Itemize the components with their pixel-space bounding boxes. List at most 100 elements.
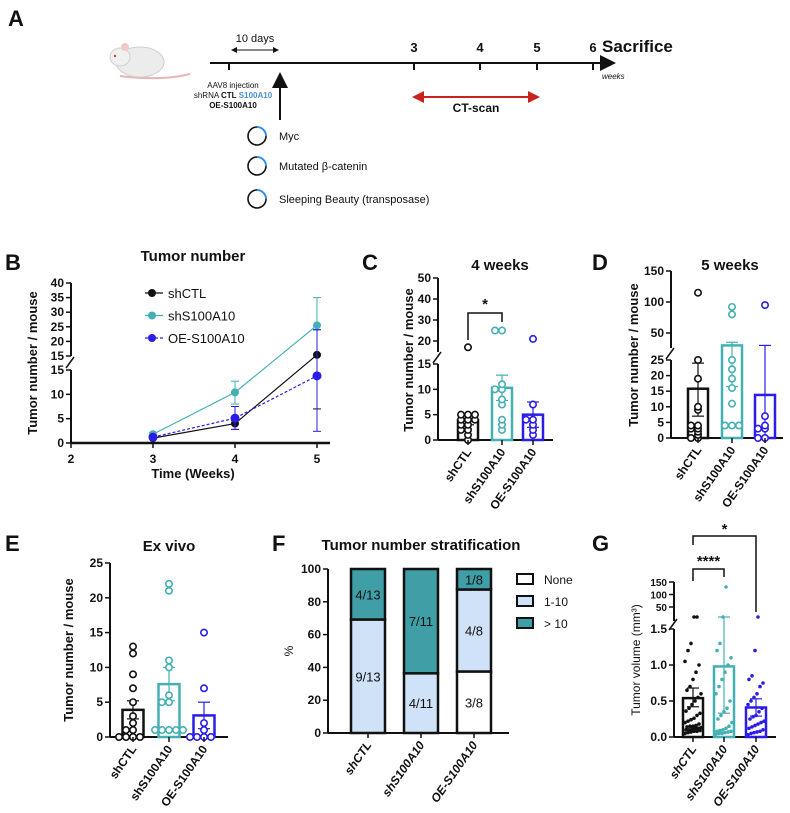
- category-label: shS100A10: [379, 738, 427, 799]
- data-point: [463, 410, 472, 419]
- y-tick-label: 0: [57, 436, 64, 450]
- plasmid-beta-catenin: Mutated β-catenin: [247, 156, 367, 176]
- axis-break-mark: [668, 618, 678, 631]
- data-point: [746, 702, 750, 707]
- ten-days-label: 10 days: [236, 33, 275, 45]
- y-tick-label: 20: [308, 693, 322, 707]
- data-point: [746, 733, 750, 737]
- y-tick-label: 0.0: [650, 730, 667, 744]
- y-tick-label: 0: [96, 730, 103, 744]
- data-point: [727, 399, 736, 408]
- data-point: [697, 722, 701, 726]
- category-label: shCTL: [107, 743, 140, 782]
- data-point: [129, 719, 138, 728]
- data-point: [693, 421, 702, 430]
- data-point: [719, 713, 723, 718]
- bar-group-shs100a10: [151, 579, 188, 739]
- data-point: [760, 301, 769, 310]
- x-tick-label: 3: [150, 452, 157, 466]
- oe-label: OE-S100A10: [209, 101, 257, 110]
- data-point: [756, 615, 760, 619]
- panel-label-e: E: [5, 531, 20, 556]
- category-label: OE-S100A10: [428, 738, 481, 805]
- stacked-segment: [455, 567, 493, 591]
- stacked-segment: [349, 567, 387, 621]
- data-point: [683, 659, 687, 664]
- data-point: [687, 728, 691, 732]
- panel-f-chart: Tumor number stratification 0 20 40 60 80 100%…: [282, 537, 573, 805]
- week-5-label: 5: [533, 40, 540, 55]
- y-tick-label: 0.5: [650, 694, 667, 708]
- s100a10-label: S100A10: [239, 91, 273, 100]
- week-6-label: 6: [589, 40, 596, 55]
- y-tick-label: 15: [418, 357, 432, 371]
- panel-label-g: G: [592, 531, 609, 556]
- bar-group-shctl: [681, 615, 705, 739]
- ctl-label: CTL: [221, 91, 237, 100]
- stacked-segment: [455, 670, 493, 735]
- data-point: [718, 641, 722, 646]
- segment-label: 4/13: [355, 587, 380, 602]
- data-point: [693, 355, 702, 364]
- data-point: [717, 684, 721, 689]
- y-tick-label: 15: [90, 626, 104, 640]
- week-3-label: 3: [410, 40, 417, 55]
- data-point: [755, 692, 759, 696]
- y-axis-label: Tumor number / mouse: [25, 291, 40, 435]
- data-point: [751, 715, 755, 719]
- data-point: [115, 732, 124, 741]
- data-point: [685, 725, 689, 729]
- data-point: [727, 421, 736, 430]
- data-point: [695, 615, 699, 619]
- y-tick-label: 10: [90, 660, 104, 674]
- data-point: [692, 716, 696, 721]
- data-point: [165, 663, 174, 672]
- data-point: [686, 433, 695, 442]
- bar-group-oe-s100a10: [744, 615, 768, 739]
- data-point: [720, 677, 724, 682]
- data-point: [686, 719, 690, 723]
- plasmid-myc: Myc: [247, 126, 300, 146]
- week-4-label: 4: [476, 40, 484, 55]
- legend-marker: [148, 289, 156, 297]
- data-point: [463, 343, 472, 352]
- data-point: [200, 684, 209, 693]
- data-point: [312, 371, 322, 381]
- stacked-segment: [455, 588, 493, 673]
- y-tick-label: 20: [651, 369, 665, 383]
- data-point: [753, 723, 757, 728]
- data-point: [750, 674, 754, 678]
- data-point: [730, 720, 734, 725]
- data-point: [172, 726, 181, 735]
- y-tick-label: 100: [644, 295, 664, 309]
- data-point: [490, 385, 499, 394]
- y-tick-label: 50: [418, 271, 432, 285]
- data-point: [136, 732, 145, 741]
- panel-e-chart: Ex vivo 0 5 10 15 20 25 Tumor number / mouse shC…: [61, 538, 228, 809]
- y-tick-label: 40: [308, 660, 322, 674]
- data-point: [699, 692, 703, 696]
- axis-break-mark: [65, 356, 75, 369]
- legend-label: > 10: [544, 617, 568, 631]
- y-tick-label: 150: [644, 264, 664, 278]
- data-point: [754, 713, 758, 718]
- data-point: [686, 648, 690, 653]
- y-tick-label: 25: [51, 320, 65, 334]
- stacked-segment: [349, 618, 387, 735]
- data-point: [720, 421, 729, 430]
- data-point: [747, 726, 751, 731]
- y-tick-label: 100: [301, 562, 321, 576]
- y-tick-label: 5: [57, 412, 64, 426]
- data-point: [695, 713, 699, 718]
- y-tick-label: 10: [651, 400, 665, 414]
- data-point: [753, 648, 757, 653]
- data-point: [691, 724, 695, 728]
- segment-label: 7/11: [409, 614, 433, 629]
- data-point: [200, 719, 209, 728]
- plasmid-label: Mutated β-catenin: [279, 161, 367, 173]
- data-point: [699, 725, 703, 730]
- data-point: [129, 649, 138, 658]
- significance-label: *: [722, 521, 728, 538]
- data-point: [761, 728, 765, 732]
- data-point: [750, 725, 754, 729]
